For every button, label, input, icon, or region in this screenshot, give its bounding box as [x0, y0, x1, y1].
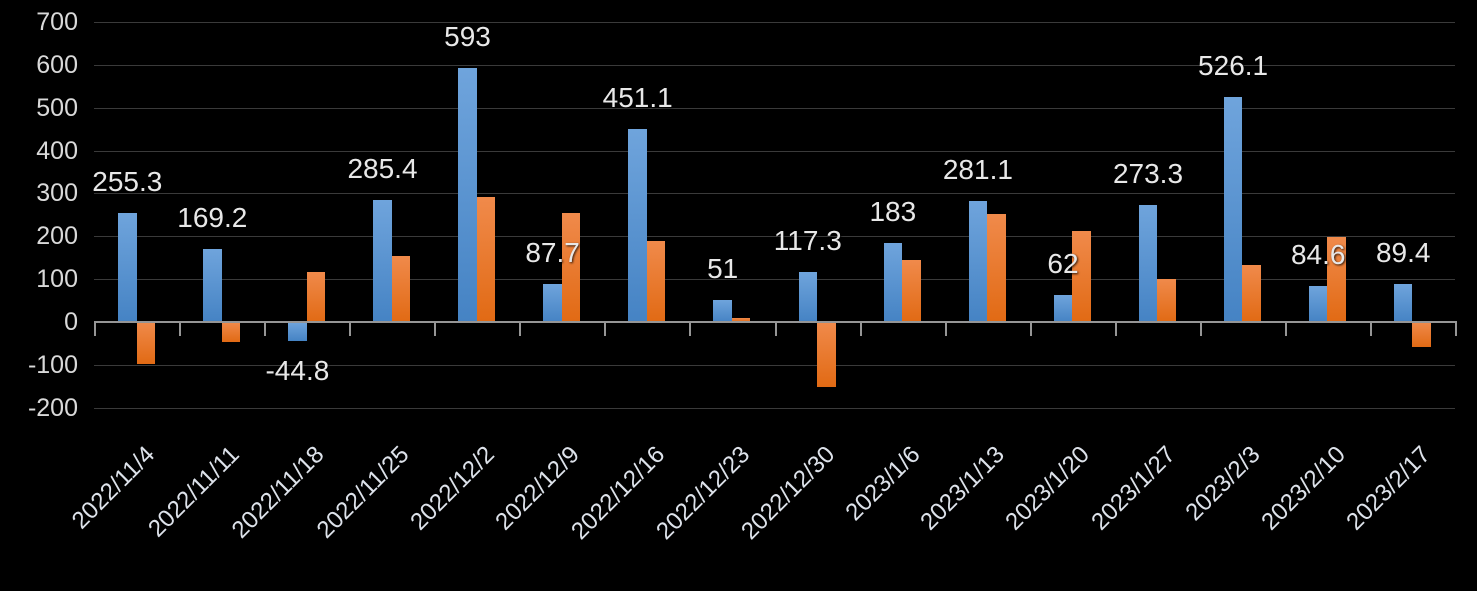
orange-bar	[731, 318, 751, 322]
axis-tick	[1455, 322, 1457, 336]
axis-tick	[179, 322, 181, 336]
data-label: 89.4	[1375, 236, 1431, 268]
gridline	[94, 193, 1455, 194]
y-axis-label: 700	[36, 8, 78, 36]
data-label: 451.1	[602, 81, 673, 113]
blue-bar	[373, 199, 392, 322]
data-label: 117.3	[773, 224, 842, 256]
x-axis-label: 2023/1/27	[1085, 441, 1181, 536]
gridline	[94, 151, 1455, 152]
axis-tick	[1370, 322, 1372, 336]
blue-bar	[118, 212, 137, 322]
x-axis-label: 2022/11/25	[312, 441, 415, 544]
y-axis-label: 300	[36, 179, 78, 207]
blue-bar	[1138, 204, 1158, 322]
axis-tick	[264, 322, 266, 336]
y-axis-label: 100	[36, 265, 78, 293]
blue-bar	[288, 321, 307, 341]
orange-bar	[1072, 230, 1091, 322]
orange-bar	[391, 255, 411, 322]
y-axis-label: 500	[36, 94, 78, 122]
gridline	[94, 279, 1455, 280]
orange-bar	[646, 241, 666, 322]
x-axis-label: 2023/2/3	[1180, 441, 1266, 527]
orange-bar	[902, 260, 921, 322]
axis-tick	[434, 322, 436, 336]
orange-bar	[987, 213, 1006, 322]
orange-bar	[1242, 264, 1261, 322]
blue-bar	[458, 67, 477, 322]
y-axis-label: 200	[36, 222, 78, 250]
x-axis-label: 2023/1/20	[1000, 441, 1096, 536]
data-label: 526.1	[1198, 49, 1269, 81]
orange-bar	[817, 321, 836, 387]
blue-bar	[1308, 285, 1328, 322]
data-label: 281.1	[942, 154, 1013, 186]
data-label: 169.2	[177, 202, 248, 234]
x-axis-label: 2023/2/17	[1340, 441, 1436, 536]
x-axis-label: 2022/12/2	[405, 441, 500, 536]
y-axis-label: 400	[36, 137, 78, 165]
gridline	[94, 65, 1455, 66]
data-label: 87.7	[525, 237, 580, 269]
orange-bar	[561, 212, 581, 322]
data-label: 593	[444, 20, 491, 52]
data-label: 62	[1047, 248, 1079, 280]
data-label: 273.3	[1112, 157, 1184, 189]
axis-tick	[519, 322, 521, 336]
data-label: 51	[707, 253, 739, 284]
axis-tick	[94, 322, 96, 336]
blue-bar	[1053, 295, 1073, 322]
axis-tick	[1285, 322, 1287, 336]
orange-bar	[1157, 279, 1176, 322]
gridline	[94, 108, 1455, 109]
data-label: 255.3	[92, 165, 163, 197]
blue-bar	[798, 271, 818, 322]
axis-tick	[349, 322, 351, 336]
axis-tick	[689, 322, 691, 336]
orange-bar	[1327, 236, 1346, 322]
axis-tick	[1115, 322, 1117, 336]
y-axis-label: 600	[36, 51, 78, 79]
x-axis-label: 2023/1/6	[840, 441, 926, 527]
data-label: 84.6	[1290, 238, 1346, 270]
blue-bar	[713, 300, 732, 322]
y-axis-label: -100	[27, 351, 78, 379]
data-label: 183	[869, 196, 917, 228]
blue-bar	[543, 284, 562, 322]
gridline	[94, 22, 1455, 23]
y-axis-label: -200	[27, 394, 78, 422]
axis-tick	[775, 322, 777, 336]
orange-bar	[476, 196, 496, 322]
orange-bar	[221, 321, 241, 343]
blue-bar	[883, 243, 903, 322]
y-axis-label: 0	[64, 308, 78, 336]
axis-tick	[860, 322, 862, 336]
data-label: -44.8	[265, 355, 330, 386]
gridline	[94, 365, 1455, 366]
blue-bar	[628, 128, 647, 322]
axis-tick	[1030, 322, 1032, 336]
orange-bar	[306, 272, 326, 322]
axis-tick	[1200, 322, 1202, 336]
gridline	[94, 236, 1455, 237]
data-label: 285.4	[347, 152, 418, 184]
axis-tick	[604, 322, 606, 336]
blue-bar	[1393, 283, 1413, 322]
x-axis-label: 2023/2/10	[1255, 441, 1351, 536]
blue-bar	[1223, 96, 1243, 322]
orange-bar	[136, 321, 156, 364]
blue-bar	[968, 201, 988, 322]
orange-bar	[1412, 321, 1431, 347]
x-axis-label: 2023/1/13	[915, 441, 1011, 536]
axis-tick	[945, 322, 947, 336]
blue-bar	[203, 249, 222, 322]
gridline	[94, 408, 1455, 409]
